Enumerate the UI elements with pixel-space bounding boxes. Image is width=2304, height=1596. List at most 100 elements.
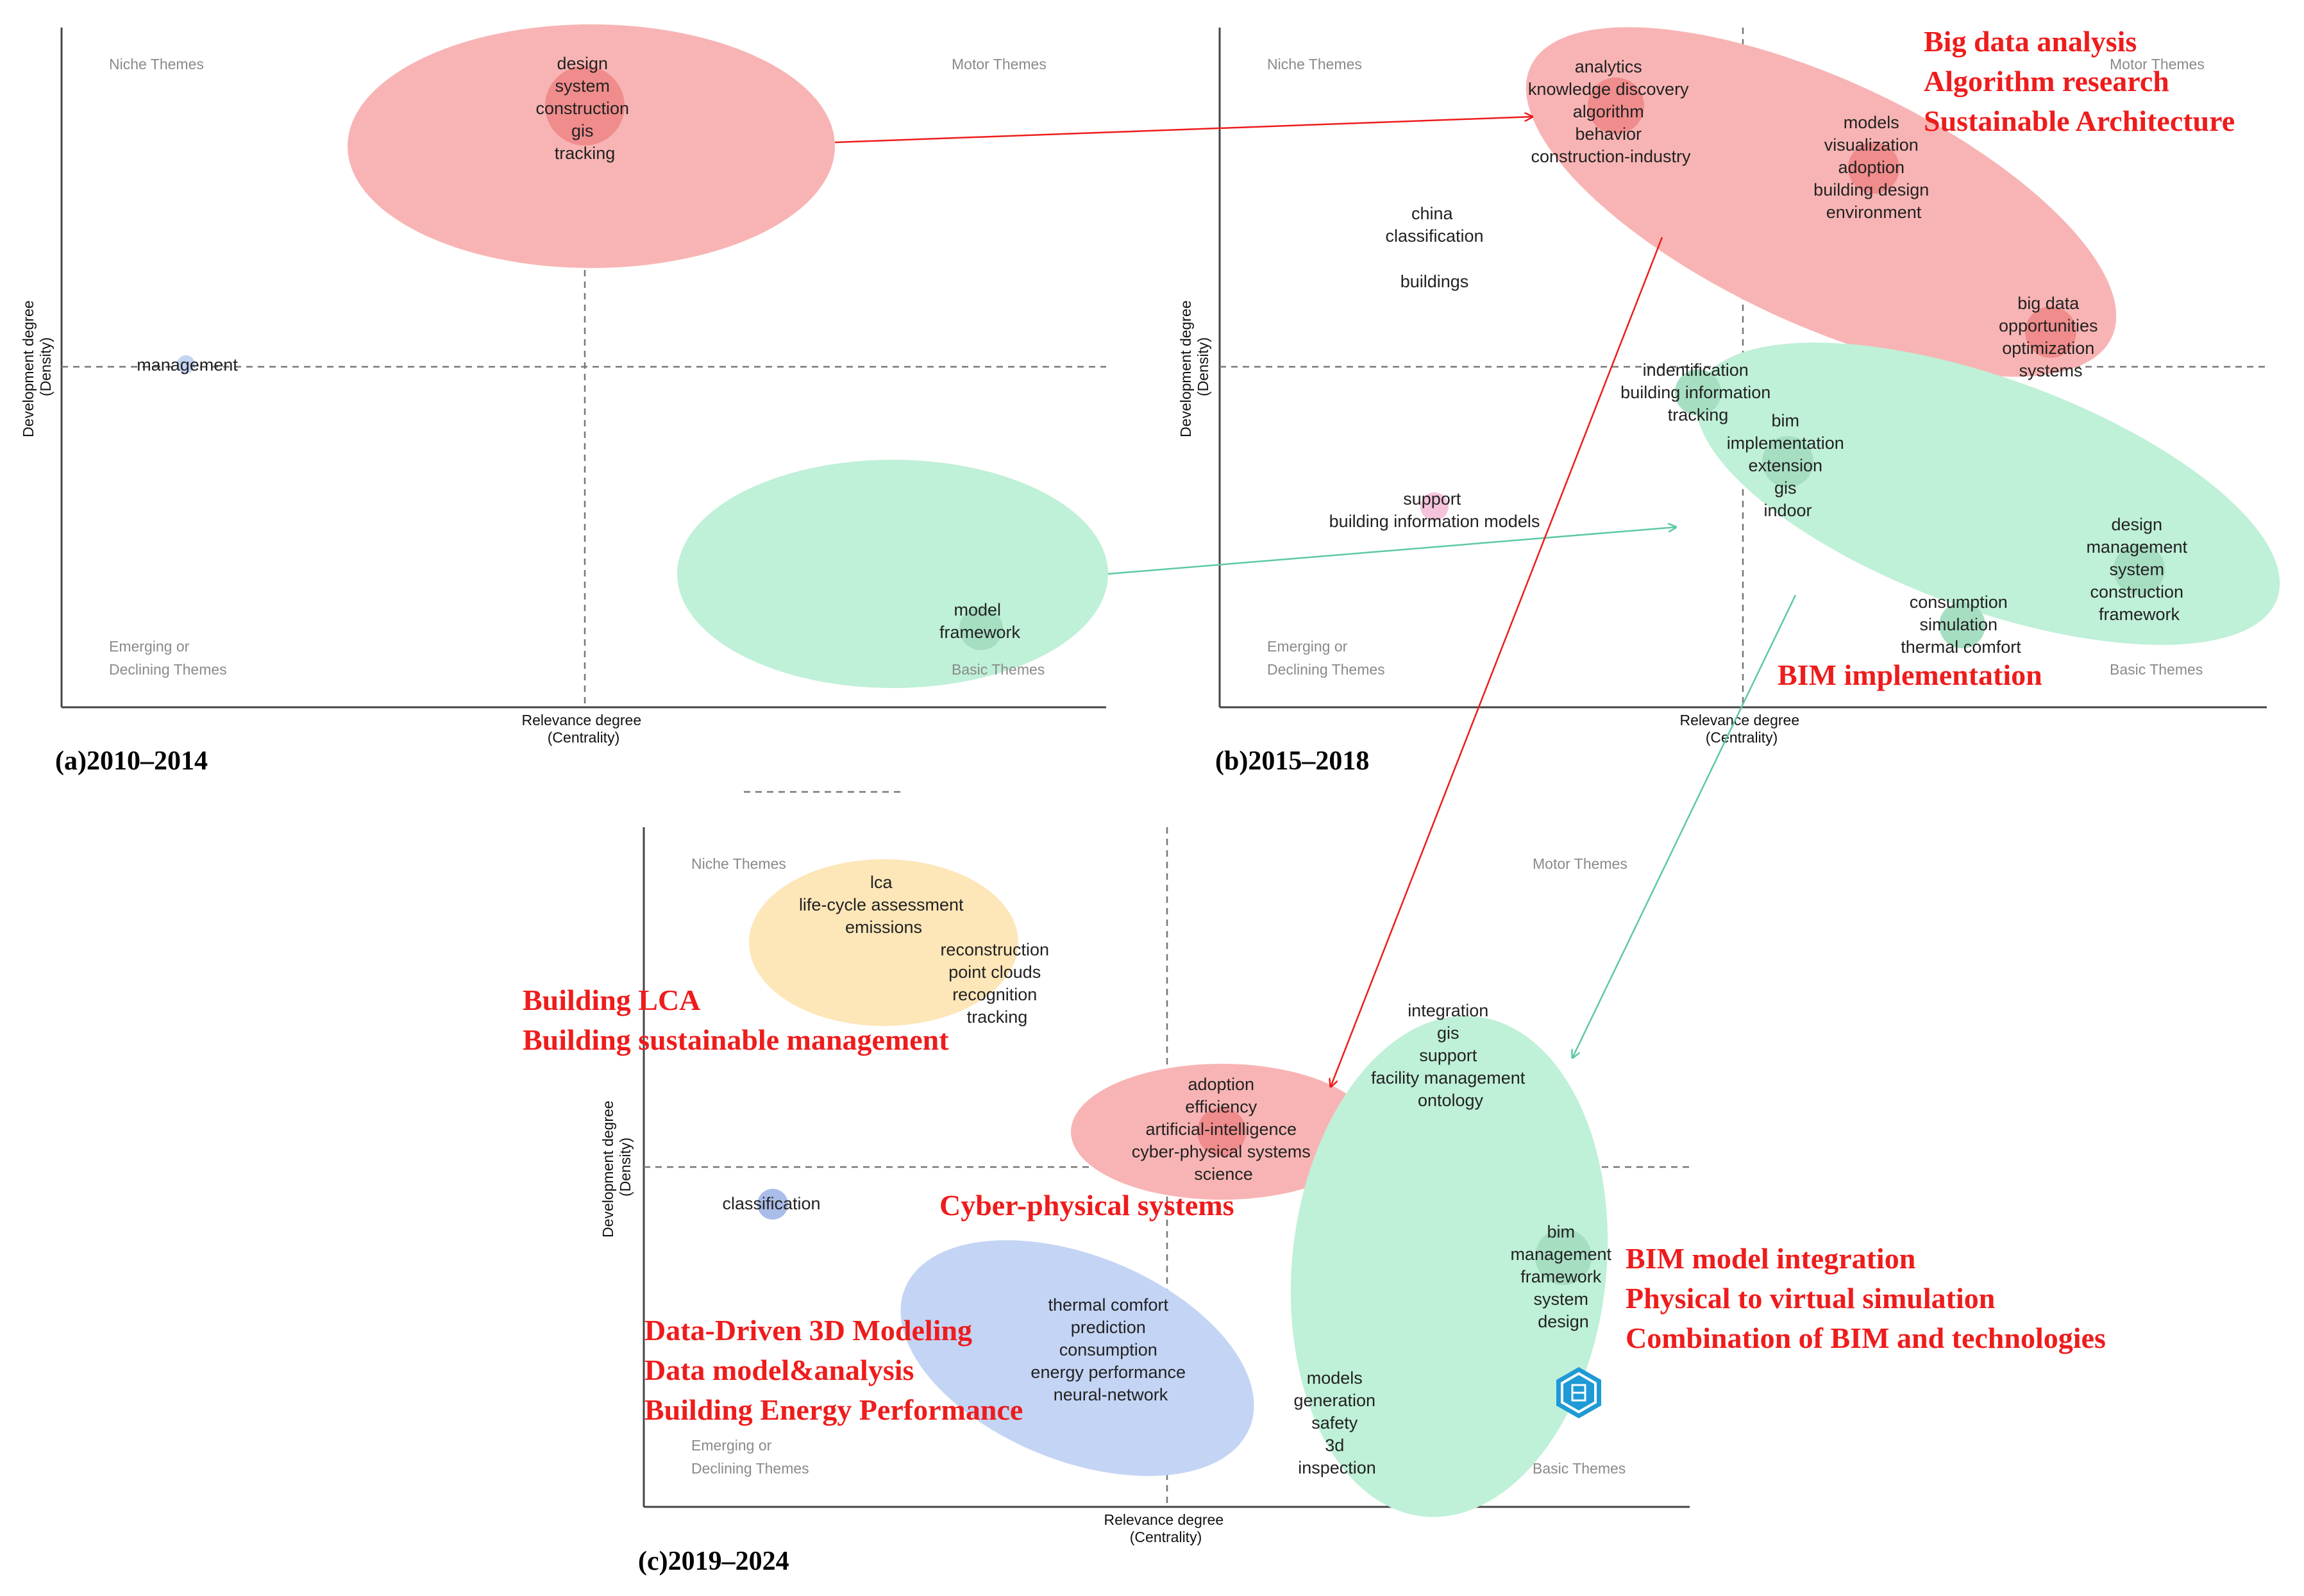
keyword: construction bbox=[2090, 582, 2183, 601]
quad-line: Niche Themes bbox=[109, 56, 204, 72]
axis-line: Relevance degree bbox=[1104, 1511, 1223, 1528]
keyword: systems bbox=[2019, 361, 2082, 380]
panel-a-cluster-design: design system construction gis tracking bbox=[535, 54, 634, 163]
keyword: integration bbox=[1408, 1001, 1488, 1020]
quad-line: Niche Themes bbox=[1267, 56, 1362, 72]
keyword: design bbox=[557, 54, 608, 73]
keyword: framework bbox=[1520, 1267, 1602, 1286]
annotation-line: Algorithm research bbox=[1924, 65, 2169, 97]
keyword: simulation bbox=[1919, 615, 1997, 634]
panel-b-quad-emerging: Emerging or Declining Themes bbox=[1267, 638, 1385, 678]
keyword: visualization bbox=[1824, 135, 1919, 155]
panel-b-cluster-buildings: buildings bbox=[1400, 272, 1469, 291]
axis-line: (Centrality) bbox=[1130, 1529, 1202, 1545]
arrow-b-to-c-red bbox=[1331, 237, 1663, 1087]
quad-line: Emerging or bbox=[1267, 638, 1348, 655]
annotation-bim-integration: BIM model integration Physical to virtua… bbox=[1626, 1242, 2106, 1354]
panel-c-quad-motor: Motor Themes bbox=[1533, 855, 1627, 872]
annotation-line: BIM model integration bbox=[1626, 1242, 1915, 1275]
annotation-cyber-physical: Cyber-physical systems bbox=[939, 1189, 1234, 1222]
keyword: bim bbox=[1771, 411, 1799, 430]
quad-line: Emerging or bbox=[109, 638, 190, 655]
keyword: management bbox=[137, 355, 238, 374]
panel-b-label: (b)2015–2018 bbox=[1215, 746, 1369, 776]
panel-a-x-axis-title: Relevance degree (Centrality) bbox=[521, 712, 645, 746]
axis-line: Development degree bbox=[1177, 300, 1194, 437]
axis-line: (Density) bbox=[37, 337, 54, 396]
panel-b-cluster-china: china classification bbox=[1385, 204, 1483, 246]
keyword: algorithm bbox=[1573, 102, 1644, 121]
panel-a-quad-motor: Motor Themes bbox=[952, 56, 1047, 72]
keyword: opportunities bbox=[1999, 316, 2098, 335]
keyword: gis bbox=[1774, 478, 1797, 498]
axis-line: (Centrality) bbox=[1706, 729, 1778, 746]
panel-a-cluster-management: management bbox=[137, 355, 238, 374]
keyword: bim bbox=[1547, 1222, 1575, 1241]
panel-c-x-axis-title: Relevance degree (Centrality) bbox=[1104, 1511, 1227, 1545]
quad-line: Motor Themes bbox=[952, 56, 1047, 72]
panel-c-cluster-lca: lca life-cycle assessment emissions bbox=[799, 873, 968, 937]
keyword: management bbox=[2086, 537, 2187, 557]
panel-b-cluster-consumption: consumption simulation thermal comfort bbox=[1901, 592, 2021, 657]
keyword: system bbox=[555, 76, 610, 96]
panel-c-cluster-thermal-comfort: thermal comfort prediction consumption e… bbox=[1030, 1295, 1190, 1404]
keyword: classification bbox=[1385, 226, 1483, 246]
panel-c-quad-niche: Niche Themes bbox=[691, 855, 786, 872]
panel-c-quad-emerging: Emerging or Declining Themes bbox=[691, 1437, 809, 1477]
keyword: construction-industry bbox=[1531, 147, 1691, 166]
panel-b-cluster-bim: bim implementation extension gis indoor bbox=[1727, 411, 1849, 520]
keyword: gis bbox=[1437, 1023, 1459, 1043]
evolution-arrows bbox=[834, 117, 1797, 1087]
arrow-a-to-b-red bbox=[834, 117, 1533, 144]
panel-a-quad-niche: Niche Themes bbox=[109, 56, 204, 72]
keyword: analytics bbox=[1575, 57, 1642, 76]
keyword: building information models bbox=[1329, 512, 1540, 531]
keyword: prediction bbox=[1071, 1318, 1146, 1337]
quad-line: Declining Themes bbox=[109, 661, 227, 678]
panel-a-axes bbox=[60, 28, 1106, 709]
keyword: environment bbox=[1826, 203, 1922, 222]
panel-c-cluster-adoption: adoption efficiency artificial-intellige… bbox=[1132, 1075, 1316, 1184]
annotation-data-driven: Data-Driven 3D Modeling Data model&analy… bbox=[644, 1314, 1023, 1426]
keyword: china bbox=[1411, 204, 1454, 223]
panel-a-ellipses bbox=[177, 24, 1108, 688]
panel-a-y-axis-title: Development degree (Density) bbox=[20, 296, 54, 437]
keyword: cyber-physical systems bbox=[1132, 1142, 1311, 1161]
keyword: emissions bbox=[845, 918, 922, 937]
panel-a-quad-emerging: Emerging or Declining Themes bbox=[109, 638, 227, 678]
keyword: adoption bbox=[1188, 1075, 1254, 1094]
keyword: consumption bbox=[1910, 592, 2008, 612]
keyword: recognition bbox=[952, 985, 1037, 1004]
keyword: adoption bbox=[1838, 158, 1905, 177]
annotation-line: Big data analysis bbox=[1924, 25, 2137, 58]
panel-c-cluster-integration: integration gis support facility managem… bbox=[1371, 1001, 1530, 1110]
quad-line: Declining Themes bbox=[1267, 661, 1385, 678]
panel-b-cluster-support: support building information models bbox=[1329, 489, 1540, 531]
keyword: indoor bbox=[1763, 501, 1812, 520]
keyword: building information bbox=[1620, 383, 1770, 402]
annotation-line: Data-Driven 3D Modeling bbox=[644, 1314, 972, 1347]
quad-line: Basic Themes bbox=[1533, 1460, 1626, 1477]
keyword: inspection bbox=[1298, 1458, 1376, 1477]
keyword: consumption bbox=[1059, 1340, 1157, 1359]
keyword: thermal comfort bbox=[1901, 637, 2021, 657]
axis-line: (Density) bbox=[617, 1138, 634, 1197]
keyword: design bbox=[1538, 1312, 1589, 1331]
panel-b: Niche Themes Motor Themes Emerging or De… bbox=[1177, 27, 2280, 776]
keyword: tracking bbox=[1668, 405, 1729, 424]
keyword: buildings bbox=[1400, 272, 1469, 291]
keyword: tracking bbox=[555, 144, 616, 163]
annotation-line: Data model&analysis bbox=[644, 1354, 914, 1386]
axis-line: (Centrality) bbox=[548, 729, 619, 746]
panel-b-x-axis-title: Relevance degree (Centrality) bbox=[1679, 712, 1803, 746]
panel-b-quad-niche: Niche Themes bbox=[1267, 56, 1362, 72]
hexagon-logo-icon bbox=[1556, 1367, 1601, 1418]
keyword: framework bbox=[2099, 605, 2180, 624]
quad-line: Declining Themes bbox=[691, 1460, 809, 1477]
panel-c-label: (c)2019–2024 bbox=[638, 1547, 789, 1576]
annotation-line: Building Energy Performance bbox=[644, 1393, 1023, 1426]
panel-b-quad-basic: Basic Themes bbox=[2110, 661, 2203, 678]
axis-line: Relevance degree bbox=[521, 712, 641, 728]
panel-a: Niche Themes Motor Themes Emerging or De… bbox=[20, 24, 1108, 776]
